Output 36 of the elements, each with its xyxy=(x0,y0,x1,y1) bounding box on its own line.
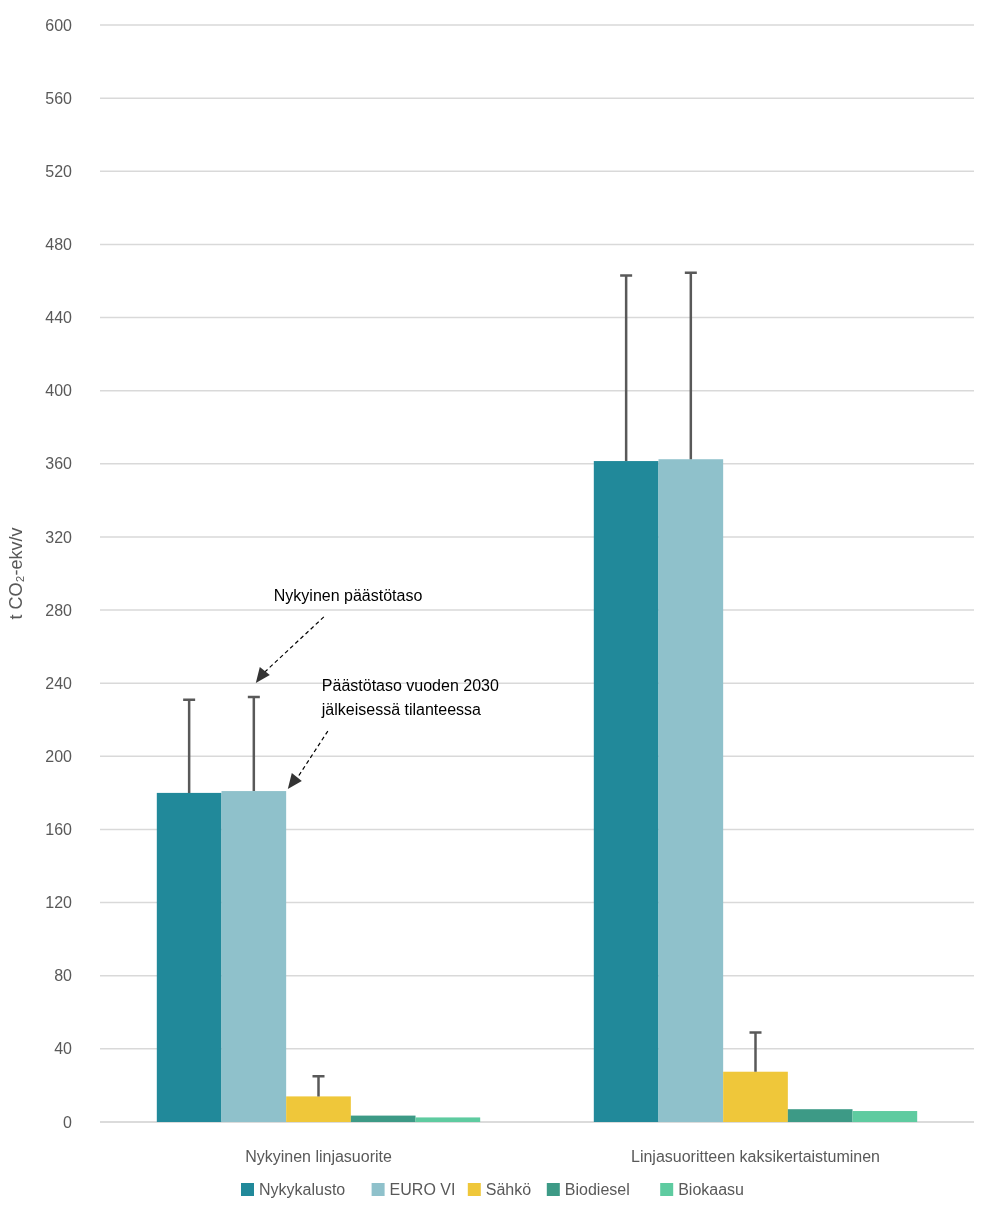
y-tick-label: 440 xyxy=(45,309,73,327)
y-tick-label: 200 xyxy=(45,747,73,765)
bar xyxy=(221,791,287,1122)
y-tick-label: 40 xyxy=(54,1040,73,1058)
y-tick-label: 120 xyxy=(45,894,73,912)
legend-label: EURO VI xyxy=(389,1181,456,1198)
bar xyxy=(723,1071,788,1122)
y-tick-label: 320 xyxy=(45,528,73,546)
y-tick-label: 600 xyxy=(45,16,73,34)
y-axis-title: t CO₂-ekv/v xyxy=(6,527,26,620)
y-tick-label: 560 xyxy=(45,89,73,107)
legend-label: Sähkö xyxy=(485,1181,532,1198)
bar xyxy=(286,1096,351,1122)
y-tick-label: 360 xyxy=(45,455,73,473)
x-tick-label: Nykyinen linjasuorite xyxy=(245,1148,392,1165)
y-tick-label: 280 xyxy=(45,601,73,619)
y-tick-label: 480 xyxy=(45,236,73,253)
y-tick-label: 80 xyxy=(54,967,73,985)
legend-label: Biokaasu xyxy=(678,1181,745,1198)
bar xyxy=(350,1115,416,1122)
legend-label: Nykykalusto xyxy=(259,1181,346,1198)
bar xyxy=(852,1111,918,1122)
y-tick-label: 400 xyxy=(45,382,73,400)
bar xyxy=(658,459,724,1122)
y-tick-label: 0 xyxy=(63,1113,73,1131)
bar xyxy=(787,1109,853,1122)
y-tick-label: 160 xyxy=(45,821,73,839)
bar xyxy=(593,461,659,1122)
x-tick-label: Linjasuoritteen kaksikertaistuminen xyxy=(630,1148,881,1165)
y-tick-label: 520 xyxy=(45,162,73,180)
y-tick-label: 240 xyxy=(45,674,73,692)
legend-label: Biodiesel xyxy=(564,1181,630,1198)
annotation: Päästötaso vuoden 2030 jälkeisessä tilanteessa xyxy=(320,677,499,719)
bar xyxy=(415,1117,481,1122)
annotation: Nykyinen päästötaso xyxy=(273,586,423,604)
bar xyxy=(156,792,222,1122)
